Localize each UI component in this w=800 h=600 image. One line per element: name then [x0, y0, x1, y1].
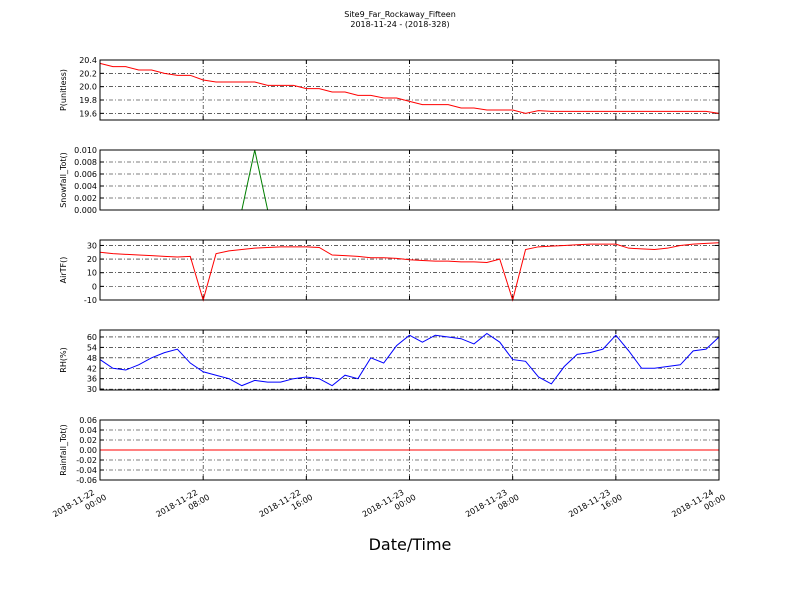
y-tick-label: 20.0	[79, 83, 97, 92]
y-tick-label: 20.4	[79, 56, 97, 65]
y-tick-label: 30	[87, 241, 97, 250]
y-tick-label: 0.02	[79, 436, 97, 445]
x-tick-label: 2018-11-2216:00	[258, 484, 315, 528]
x-tick-label: 2018-11-2300:00	[361, 484, 418, 528]
axes-frame	[99, 239, 720, 301]
y-axis-label: Rainfall_Tot()	[59, 424, 68, 476]
y-axis-label: RH(%)	[59, 347, 68, 372]
y-tick-label: 36	[87, 375, 97, 384]
y-tick-label: 0.006	[74, 170, 97, 179]
x-axis-label: Date/Time	[369, 535, 452, 554]
y-tick-label: 19.6	[79, 109, 97, 118]
y-tick-label: 0.002	[74, 194, 97, 203]
y-tick-label: -0.04	[76, 466, 97, 475]
y-tick-label: 0.000	[74, 206, 97, 215]
y-tick-label: 42	[87, 364, 97, 373]
x-tick-label: 2018-11-2400:00	[670, 484, 727, 528]
y-axis-label: P(unitless)	[59, 69, 68, 111]
y-tick-label: 60	[87, 333, 97, 342]
data-line	[99, 332, 720, 387]
y-tick-label: 20.2	[79, 69, 97, 78]
x-tick-label: 2018-11-2200:00	[51, 484, 108, 528]
y-tick-label: 0.00	[79, 446, 97, 455]
y-axis-label: AirTF()	[59, 257, 68, 284]
y-axis-label: Snowfall_Tot()	[59, 152, 68, 208]
y-tick-label: 0.06	[79, 416, 97, 425]
y-tick-label: 54	[87, 343, 97, 352]
y-tick-label: 48	[87, 354, 97, 363]
y-tick-label: -0.06	[76, 476, 97, 485]
axes-frame	[99, 59, 720, 121]
chart-subtitle: 2018-11-24 - (2018-328)	[350, 20, 449, 29]
y-tick-label: 10	[87, 269, 97, 278]
x-tick-label: 2018-11-2316:00	[567, 484, 624, 528]
y-tick-label: 0.04	[79, 426, 97, 435]
y-tick-label: 20	[87, 255, 97, 264]
x-tick-label: 2018-11-2208:00	[154, 484, 211, 528]
y-tick-label: -10	[84, 296, 97, 305]
axes-frame	[99, 329, 720, 391]
axes-frame	[99, 419, 720, 481]
y-tick-label: 19.8	[79, 96, 97, 105]
y-tick-label: -0.02	[76, 456, 97, 465]
y-tick-label: 0	[92, 282, 97, 291]
y-tick-label: 0.008	[74, 158, 97, 167]
y-tick-label: 30	[87, 385, 97, 394]
axes-frame	[99, 149, 720, 211]
y-tick-label: 0.004	[74, 182, 97, 191]
x-tick-label: 2018-11-2308:00	[464, 484, 521, 528]
chart-title: Site9_Far_Rockaway_Fifteen	[344, 10, 456, 19]
y-tick-label: 0.010	[74, 146, 97, 155]
data-line	[99, 62, 720, 114]
